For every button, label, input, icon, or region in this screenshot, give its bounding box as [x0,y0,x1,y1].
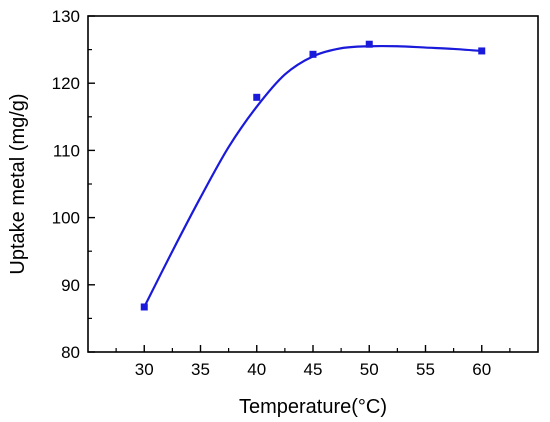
y-tick-label: 130 [52,7,80,26]
plot-frame [87,15,539,353]
x-tick-label: 35 [191,360,210,379]
fit-curve [143,44,482,308]
x-tick-label: 60 [472,360,491,379]
x-tick-label: 55 [416,360,435,379]
x-tick-label: 30 [135,360,154,379]
x-tick-label: 40 [247,360,266,379]
x-tick-label: 45 [304,360,323,379]
x-tick-label: 50 [360,360,379,379]
y-tick-label: 110 [53,141,80,160]
data-point [365,40,373,48]
data-point [478,47,486,55]
x-axis-label: Temperature(°C) [239,396,387,418]
y-tick-label: 80 [61,343,80,362]
data-point [309,50,317,58]
data-layer [140,40,486,311]
ticks-layer: 30 35 40 45 50 55 60 80 90 100 110 120 130 [52,7,511,379]
y-tick-label: 90 [61,276,80,295]
y-tick-label: 100 [52,209,80,228]
data-point [253,93,261,101]
data-point [140,303,148,311]
y-axis-label: Uptake metal (mg/g) [7,93,29,274]
y-tick-label: 120 [52,74,80,93]
